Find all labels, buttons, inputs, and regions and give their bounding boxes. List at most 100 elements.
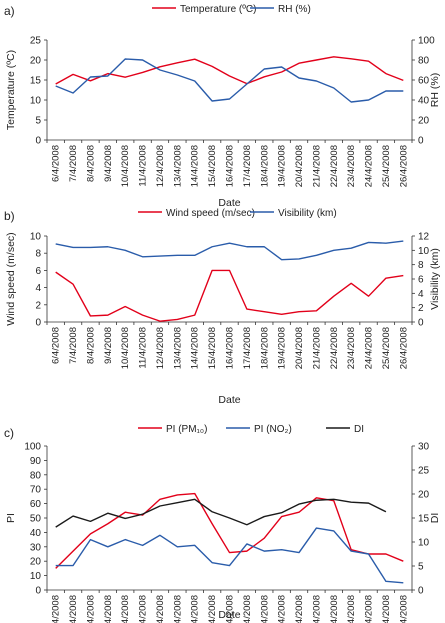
panel-label: c)	[4, 426, 14, 440]
y-axis-label-left: PI	[5, 513, 17, 523]
chart-panel-a: a) Temperature (ºC) RH (%) 0 5 10 15 20 25 0 20 40 6…	[4, 4, 441, 209]
x-tick-label: 19/4/2008	[277, 595, 288, 623]
panel-label: a)	[4, 4, 15, 18]
x-tick-label: 25/4/2008	[381, 595, 392, 623]
y-tick-label-right: 40	[418, 96, 430, 107]
legend-label: Temperature (ºC)	[180, 4, 256, 15]
x-tick-label: 21/4/2008	[311, 327, 322, 369]
x-tick-label: 16/4/2008	[225, 327, 236, 369]
x-tick-label: 23/4/2008	[346, 327, 357, 369]
chart-panel-c: c) PI (PM₁₀) PI (NO₂) DI0102030405060708090…	[4, 424, 441, 623]
x-tick-label: 11/4/2008	[138, 145, 149, 187]
x-tick-label: 15/4/2008	[207, 595, 218, 623]
x-tick-label: 17/4/2008	[242, 145, 253, 187]
y-tick-label-right: 15	[418, 514, 430, 525]
series-line	[55, 498, 387, 528]
y-tick-label-right: 0	[418, 586, 424, 597]
x-tick-label: 6/4/2008	[51, 327, 62, 364]
y-tick-label-left: 10	[30, 232, 42, 243]
series-line	[55, 269, 404, 322]
y-tick-label-left: 80	[30, 470, 42, 481]
legend-label: PI (PM₁₀)	[166, 424, 207, 435]
x-tick-label: 26/4/2008	[398, 595, 409, 623]
y-tick-label-left: 20	[30, 56, 42, 67]
y-tick-label-left: 100	[24, 442, 41, 453]
y-axis-label-right: Visibility (km)	[429, 248, 441, 310]
x-tick-label: 22/4/2008	[329, 145, 340, 187]
y-tick-label-left: 60	[30, 499, 42, 510]
series-line	[55, 527, 404, 584]
y-tick-label-right: 5	[418, 562, 424, 573]
x-tick-label: 7/4/2008	[68, 595, 79, 623]
y-tick-label-left: 10	[30, 571, 42, 582]
y-tick-label-right: 20	[418, 116, 430, 127]
y-tick-label-right: 60	[418, 76, 430, 87]
x-tick-label: 7/4/2008	[68, 327, 79, 364]
x-tick-label: 9/4/2008	[103, 327, 114, 364]
y-tick-label-right: 100	[418, 36, 435, 47]
x-tick-label: 20/4/2008	[294, 145, 305, 187]
y-tick-label-left: 6	[35, 266, 41, 277]
x-tick-label: 13/4/2008	[172, 327, 183, 369]
x-tick-label: 25/4/2008	[381, 327, 392, 369]
x-axis-label: Date	[218, 197, 240, 209]
x-tick-label: 24/4/2008	[364, 327, 375, 369]
y-tick-label-right: 2	[418, 303, 424, 314]
x-tick-label: 21/4/2008	[311, 595, 322, 623]
x-tick-label: 10/4/2008	[120, 595, 131, 623]
legend-label: PI (NO₂)	[254, 424, 292, 435]
x-axis-label: Date	[218, 609, 240, 621]
y-tick-label-left: 0	[35, 136, 41, 147]
legend-label: Wind speed (m/sec)	[166, 208, 255, 219]
x-tick-label: 10/4/2008	[120, 327, 131, 369]
y-tick-label-right: 10	[418, 246, 430, 257]
y-tick-label-right: 10	[418, 538, 430, 549]
x-tick-label: 8/4/2008	[85, 327, 96, 364]
series-line	[55, 56, 404, 85]
y-tick-label-left: 25	[30, 36, 42, 47]
x-tick-label: 11/4/2008	[138, 595, 149, 623]
x-tick-label: 16/4/2008	[225, 595, 236, 623]
y-tick-label-right: 4	[418, 289, 424, 300]
y-tick-label-left: 20	[30, 557, 42, 568]
x-tick-label: 10/4/2008	[120, 145, 131, 187]
x-tick-label: 12/4/2008	[155, 145, 166, 187]
y-tick-label-left: 15	[30, 76, 42, 87]
x-tick-label: 26/4/2008	[398, 145, 409, 187]
x-tick-label: 26/4/2008	[398, 327, 409, 369]
y-tick-label-left: 8	[35, 249, 41, 260]
y-tick-label-left: 2	[35, 300, 41, 311]
y-tick-label-right: 0	[418, 136, 424, 147]
y-tick-label-left: 5	[35, 116, 41, 127]
x-tick-label: 19/4/2008	[277, 145, 288, 187]
x-tick-label: 6/4/2008	[51, 595, 62, 623]
x-tick-label: 23/4/2008	[346, 595, 357, 623]
x-tick-label: 15/4/2008	[207, 327, 218, 369]
x-tick-label: 8/4/2008	[85, 595, 96, 623]
x-tick-label: 8/4/2008	[85, 145, 96, 182]
y-axis-label-left: Wind speed (m/sec)	[5, 232, 17, 325]
x-tick-label: 19/4/2008	[277, 327, 288, 369]
x-tick-label: 17/4/2008	[242, 327, 253, 369]
x-tick-label: 21/4/2008	[311, 145, 322, 187]
y-tick-label-left: 40	[30, 528, 42, 539]
x-tick-label: 17/4/2008	[242, 595, 253, 623]
x-tick-label: 7/4/2008	[68, 145, 79, 182]
legend-label: DI	[354, 424, 364, 435]
x-tick-label: 18/4/2008	[259, 327, 270, 369]
chart-panel-b: b) Wind speed (m/sec) Visibility (km) 0 2 4 6 8…	[4, 208, 441, 406]
y-tick-label-right: 30	[418, 442, 430, 453]
series-line	[55, 492, 404, 569]
x-tick-label: 23/4/2008	[346, 145, 357, 187]
y-tick-label-right: 8	[418, 260, 424, 271]
x-tick-label: 18/4/2008	[259, 145, 270, 187]
y-tick-label-left: 70	[30, 485, 42, 496]
y-tick-label-right: 80	[418, 56, 430, 67]
x-axis-label: Date	[218, 394, 240, 406]
y-tick-label-left: 10	[30, 96, 42, 107]
x-tick-label: 20/4/2008	[294, 327, 305, 369]
x-tick-label: 15/4/2008	[207, 145, 218, 187]
y-tick-label-left: 4	[35, 283, 41, 294]
x-tick-label: 22/4/2008	[329, 327, 340, 369]
